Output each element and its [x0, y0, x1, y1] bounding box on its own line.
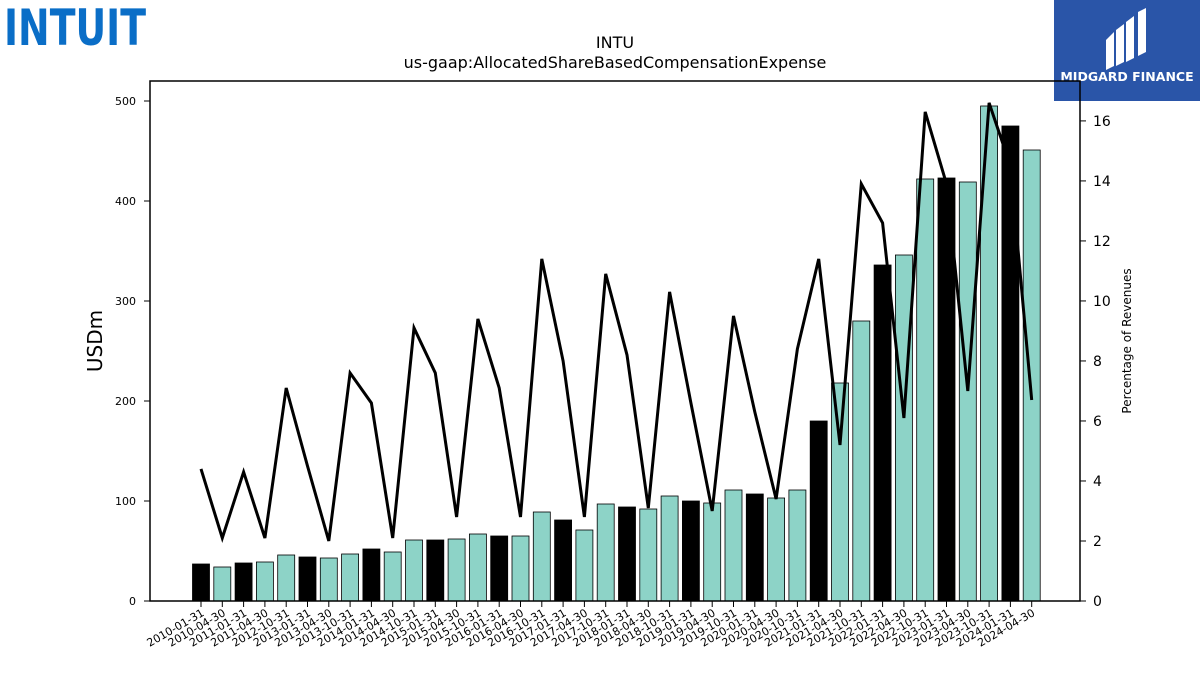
intuit-logo-text: INTUIT	[4, 2, 146, 50]
bar-2024-01-31	[1001, 125, 1020, 602]
intuit-logo: INTUIT	[4, 2, 146, 50]
bar-2021-04-30	[831, 382, 849, 602]
bar-2022-10-31	[916, 178, 935, 602]
chart-subtitle: us-gaap:AllocatedShareBasedCompensationE…	[404, 53, 827, 72]
bar-2018-10-31	[660, 495, 679, 602]
chart-title: INTU	[596, 33, 634, 52]
bar-2023-04-30	[958, 181, 977, 602]
midgard-finance-emblem-icon	[1106, 8, 1146, 70]
y2-tick-label-0: 0	[1093, 594, 1102, 610]
bar-2010-04-30	[213, 566, 232, 602]
bar-2016-04-30	[511, 535, 530, 602]
bar-2010-01-31	[192, 563, 210, 602]
bar-2017-04-30	[575, 529, 594, 602]
y2-tick-label-8: 8	[1093, 354, 1102, 370]
y-tick-label-0: 0	[129, 595, 136, 608]
y-axis-label: USDm	[83, 310, 107, 372]
bar-2021-01-31	[809, 420, 828, 602]
y2-tick-label-10: 10	[1093, 294, 1111, 310]
y-tick-label-500: 500	[115, 95, 136, 108]
bar-2019-04-30	[703, 502, 722, 602]
bar-2011-04-30	[255, 561, 274, 602]
y-tick-label-300: 300	[115, 295, 136, 308]
y-tick-label-100: 100	[115, 495, 136, 508]
bar-2016-01-31	[490, 535, 509, 602]
y2-tick-label-14: 14	[1093, 174, 1111, 190]
midgard-finance-logo-text: MIDGARD FINANCE	[1060, 69, 1194, 84]
bar-2020-10-31	[788, 489, 807, 602]
bar-2017-01-31	[554, 519, 572, 602]
midgard-finance-logo: MIDGARD FINANCE	[1054, 0, 1200, 101]
y-tick-label-400: 400	[115, 195, 136, 208]
bar-2020-01-31	[745, 493, 764, 602]
bar-2021-10-31	[852, 320, 871, 602]
bar-2018-04-30	[639, 508, 658, 602]
bar-2024-04-30	[1022, 149, 1041, 602]
bar-2011-01-31	[234, 562, 253, 602]
bar-2012-10-31	[277, 554, 296, 602]
bar-2022-01-31	[873, 264, 892, 602]
bar-2022-04-30	[895, 254, 913, 602]
bar-2015-10-31	[468, 533, 487, 602]
y2-tick-label-4: 4	[1093, 474, 1102, 490]
bar-2013-10-31	[341, 553, 360, 602]
percentage-line	[199, 102, 1034, 543]
bar-2018-01-31	[618, 506, 636, 602]
y2-tick-label-2: 2	[1093, 534, 1102, 550]
y-tick-label-200: 200	[115, 395, 136, 408]
bar-2013-01-31	[298, 556, 317, 602]
bar-2016-10-31	[532, 511, 551, 602]
y2-tick-label-16: 16	[1093, 114, 1111, 130]
plot-frame	[149, 80, 1081, 602]
y2-axis-label: Percentage of Revenues	[1120, 268, 1134, 413]
bar-2019-10-31	[724, 489, 743, 602]
y2-tick-label-12: 12	[1093, 234, 1111, 250]
bar-2014-04-30	[383, 551, 402, 602]
bar-2014-01-31	[362, 548, 381, 602]
bar-2014-10-31	[405, 539, 423, 602]
bar-2013-04-30	[319, 557, 338, 602]
plot-area: 010020030040050002468101214162010-01-312…	[115, 80, 1111, 650]
bar-2019-01-31	[682, 500, 700, 602]
bar-2017-10-31	[596, 503, 615, 602]
bar-2015-01-31	[426, 539, 445, 602]
bar-2015-04-30	[447, 538, 466, 602]
y2-tick-label-6: 6	[1093, 414, 1102, 430]
bar-2020-04-30	[767, 497, 785, 602]
